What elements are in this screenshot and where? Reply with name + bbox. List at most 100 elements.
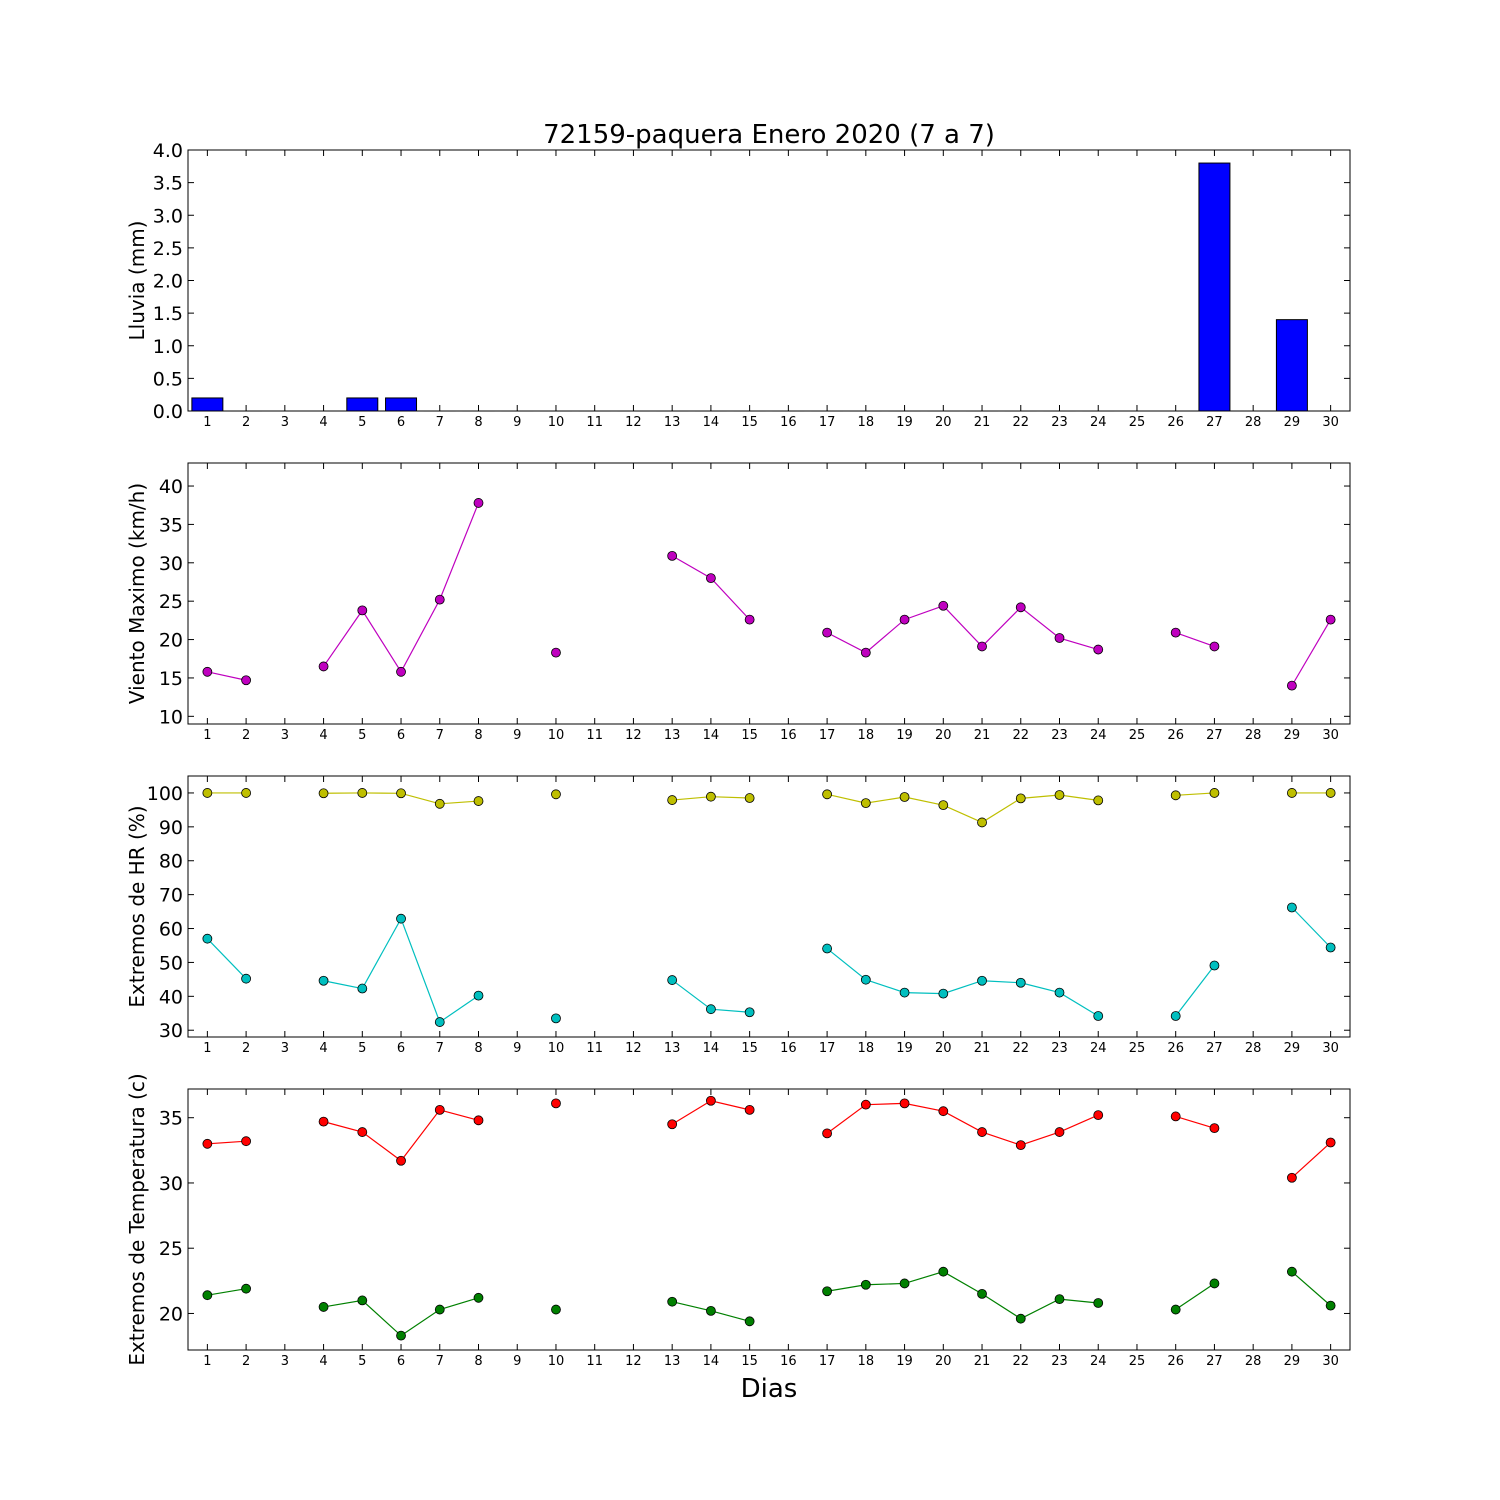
data-point xyxy=(1170,1111,1181,1122)
x-tick-label: 2 xyxy=(242,1354,250,1369)
data-point xyxy=(1015,1140,1026,1151)
x-tick-label: 27 xyxy=(1206,1354,1223,1369)
x-tick-label: 11 xyxy=(586,1354,603,1369)
series-line xyxy=(1175,1282,1215,1311)
data-point xyxy=(822,1286,832,1297)
data-point xyxy=(241,1136,252,1147)
data-point xyxy=(667,975,678,985)
x-tick-label: 26 xyxy=(1167,1041,1184,1056)
data-point xyxy=(706,1305,716,1316)
data-point xyxy=(357,1127,368,1137)
x-tick-label: 18 xyxy=(858,415,875,430)
plot-frame xyxy=(187,462,1351,725)
x-tick-label: 17 xyxy=(819,1354,836,1369)
chart-title: 72159-paquera Enero 2020 (7 a 7) xyxy=(543,120,995,150)
data-point xyxy=(396,788,406,799)
x-tick-label: 17 xyxy=(819,728,836,743)
bar xyxy=(1198,162,1231,412)
x-tick-label: 15 xyxy=(741,1354,758,1369)
y-tick-label: 1.5 xyxy=(153,303,183,325)
data-point xyxy=(1325,1137,1336,1148)
x-tick-label: 18 xyxy=(858,728,875,743)
data-point xyxy=(241,788,252,798)
x-tick-label: 6 xyxy=(397,1041,405,1056)
data-point xyxy=(473,498,484,508)
data-point xyxy=(1015,977,1026,988)
data-point xyxy=(667,795,678,805)
data-point xyxy=(1170,1304,1181,1315)
series-line xyxy=(1291,907,1332,948)
series-line xyxy=(323,1297,479,1337)
y-tick-label: 40 xyxy=(159,986,183,1008)
y-tick-label: 80 xyxy=(159,851,183,873)
y-tick-label: 10 xyxy=(159,706,183,728)
x-tick-label: 25 xyxy=(1129,1041,1146,1056)
data-point xyxy=(396,1155,406,1166)
bar xyxy=(385,397,418,412)
x-tick-label: 30 xyxy=(1322,415,1339,430)
x-tick-label: 13 xyxy=(664,415,681,430)
x-tick-label: 24 xyxy=(1090,728,1107,743)
x-tick-label: 13 xyxy=(664,1041,681,1056)
data-point xyxy=(1325,788,1336,798)
series-line xyxy=(826,793,1099,824)
data-point xyxy=(667,550,678,561)
y-tick-label: 40 xyxy=(159,476,183,498)
x-tick-label: 22 xyxy=(1012,415,1029,430)
y-tick-label: 70 xyxy=(159,885,183,907)
data-point xyxy=(938,988,949,999)
x-tick-label: 16 xyxy=(780,415,797,430)
data-point xyxy=(1093,795,1104,806)
x-tick-label: 10 xyxy=(548,1041,565,1056)
y-tick-label: 0.5 xyxy=(153,368,183,390)
data-point xyxy=(977,817,987,828)
data-point xyxy=(977,1288,987,1299)
x-tick-label: 10 xyxy=(548,1354,565,1369)
x-tick-label: 13 xyxy=(664,1354,681,1369)
x-tick-label: 2 xyxy=(242,1041,250,1056)
data-point xyxy=(551,1304,561,1315)
data-point xyxy=(860,647,871,658)
x-tick-label: 1 xyxy=(203,728,211,743)
x-tick-label: 16 xyxy=(780,1354,797,1369)
x-tick-label: 14 xyxy=(703,1041,720,1056)
x-tick-label: 23 xyxy=(1051,415,1068,430)
x-tick-label: 8 xyxy=(474,415,482,430)
series-line xyxy=(826,605,1099,654)
data-point xyxy=(241,973,252,984)
x-tick-label: 4 xyxy=(319,415,327,430)
x-tick-label: 7 xyxy=(436,728,444,743)
x-tick-label: 19 xyxy=(896,1041,913,1056)
data-point xyxy=(977,975,987,986)
x-tick-label: 22 xyxy=(1012,728,1029,743)
data-point xyxy=(822,943,832,954)
x-tick-label: 15 xyxy=(741,1041,758,1056)
data-point xyxy=(473,1115,484,1126)
data-point xyxy=(1054,633,1065,643)
data-point xyxy=(899,987,910,998)
x-tick-label: 8 xyxy=(474,1354,482,1369)
data-point xyxy=(357,1295,368,1306)
data-point xyxy=(1287,1172,1297,1183)
y-tick-label: 30 xyxy=(159,1173,183,1195)
data-point xyxy=(357,605,368,616)
panels: 0.00.51.01.52.02.53.03.54.01 2 3 4 5 6 7 8 9 10 11… xyxy=(125,140,1351,1369)
x-tick-label: 1 xyxy=(203,1354,211,1369)
series-line xyxy=(1291,1142,1332,1179)
x-tick-label: 5 xyxy=(358,728,366,743)
x-tick-label: 5 xyxy=(358,415,366,430)
series-line xyxy=(1175,965,1215,1017)
data-point xyxy=(1054,790,1065,800)
x-tick-label: 12 xyxy=(625,1354,642,1369)
data-point xyxy=(860,974,871,985)
data-point xyxy=(1093,1298,1104,1308)
x-tick-label: 29 xyxy=(1284,728,1301,743)
x-tick-label: 6 xyxy=(397,415,405,430)
x-tick-label: 3 xyxy=(281,1354,289,1369)
data-point xyxy=(706,791,716,802)
x-tick-label: 12 xyxy=(625,728,642,743)
y-axis-label: Viento Maximo (km/h) xyxy=(125,483,149,704)
y-tick-label: 3.0 xyxy=(153,205,183,227)
data-point xyxy=(744,1316,755,1327)
